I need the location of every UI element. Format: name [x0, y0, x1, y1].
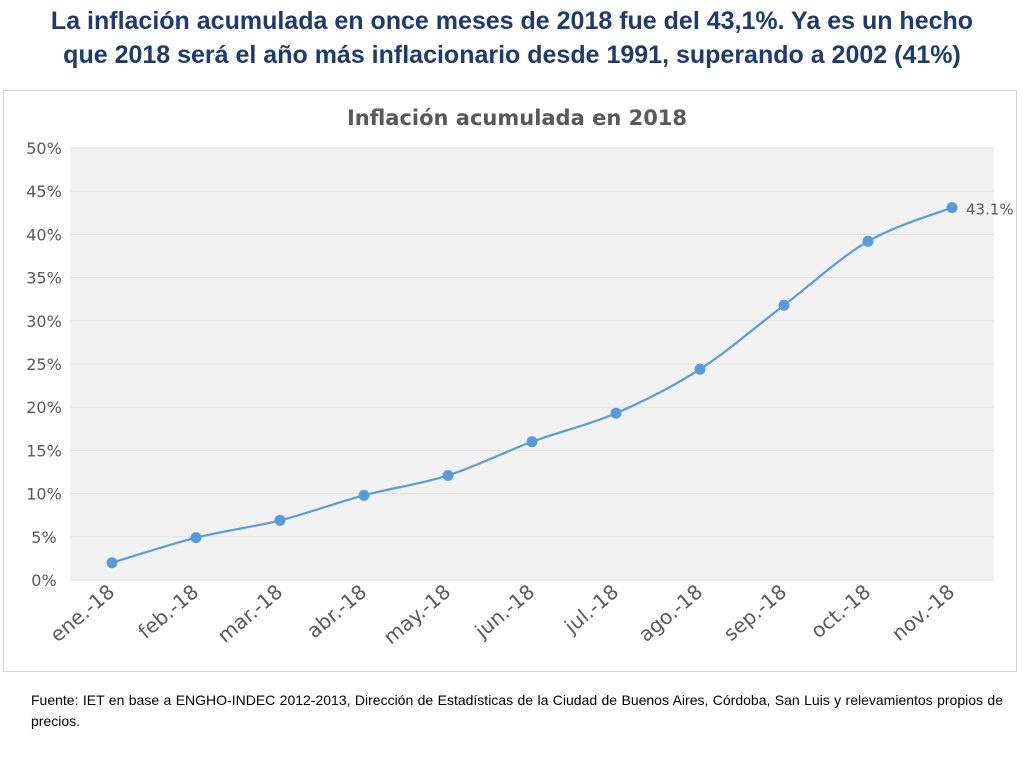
data-point: [442, 469, 454, 481]
data-point: [778, 299, 790, 311]
data-point: [274, 514, 286, 526]
data-point: [862, 235, 874, 247]
data-point: [694, 363, 706, 375]
chart-title: Inflación acumulada en 2018: [347, 106, 687, 130]
x-tick-label: mar.-18: [213, 579, 288, 647]
y-tick-label: 10%: [26, 485, 62, 504]
x-tick-label: feb.-18: [133, 579, 203, 643]
headline-line-2: que 2018 será el año más inflacionario d…: [63, 41, 961, 69]
data-point: [358, 489, 370, 501]
x-tick-label: sep.-18: [719, 579, 791, 645]
data-label: 43.1%: [966, 201, 1014, 219]
x-tick-label: jun.-18: [469, 579, 539, 643]
data-point: [946, 202, 958, 214]
headline: La inflación acumulada en once meses de …: [0, 4, 1024, 72]
x-tick-label: may.-18: [379, 579, 456, 649]
x-tick-label: abr.-18: [302, 579, 371, 643]
chart-frame: Inflación acumulada en 2018 0% 5% 10% 15% 20…: [3, 90, 1017, 672]
x-tick-label: jul.-18: [559, 579, 623, 638]
y-tick-label: 35%: [26, 269, 62, 288]
data-point: [526, 436, 538, 448]
source-note: Fuente: IET en base a ENGHO-INDEC 2012-2…: [31, 692, 1003, 729]
line-chart: Inflación acumulada en 2018 0% 5% 10% 15% 20…: [26, 106, 1014, 649]
y-tick-label: 50%: [26, 139, 62, 158]
headline-line-1: La inflación acumulada en once meses de …: [50, 7, 974, 35]
x-tick-label: ago.-18: [634, 579, 708, 646]
y-tick-label: 0%: [31, 571, 56, 590]
data-point: [190, 532, 202, 544]
x-tick-label: nov.-18: [887, 579, 959, 645]
y-tick-label: 45%: [26, 182, 62, 201]
data-point: [106, 557, 118, 569]
y-tick-label: 20%: [26, 398, 62, 417]
y-tick-label: 15%: [26, 441, 62, 460]
y-tick-label: 25%: [26, 355, 62, 374]
y-tick-label: 5%: [31, 528, 56, 547]
x-tick-label: oct.-18: [806, 579, 875, 642]
y-tick-label: 30%: [26, 312, 62, 331]
data-point: [610, 407, 622, 419]
y-tick-label: 40%: [26, 225, 62, 244]
